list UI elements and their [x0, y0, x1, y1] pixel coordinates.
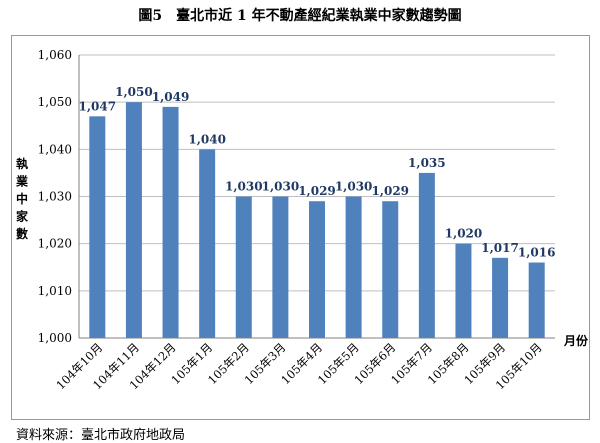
axes [78, 55, 555, 339]
data-label: 1,050 [115, 85, 153, 99]
y-axis-title-char: 業 [15, 174, 29, 189]
bar [125, 102, 142, 339]
data-label: 1,047 [79, 99, 117, 113]
y-axis-title-char: 家 [16, 209, 29, 224]
bar [309, 201, 325, 338]
bar [272, 196, 289, 338]
chart-frame [11, 35, 590, 420]
y-axis-title-char: 中 [16, 191, 28, 206]
bars [89, 102, 545, 339]
data-label: 1,029 [371, 184, 409, 198]
y-axis-title: 執業中家數 [15, 156, 29, 241]
data-label: 1,030 [225, 180, 263, 194]
y-tick-label: 1,000 [38, 331, 72, 345]
bar [418, 172, 435, 338]
bar [235, 196, 252, 338]
bar [528, 262, 545, 338]
bar [382, 201, 399, 338]
y-tick-labels: 1,000 1,010 1,020 1,030 1,040 1,050 1,060 [38, 48, 72, 345]
bar [345, 196, 362, 338]
y-tick-label: 1,060 [38, 48, 72, 62]
bar [492, 257, 509, 338]
data-label: 1,029 [298, 184, 336, 198]
chart-title: 圖5 臺北市近 1 年不動產經紀業執業中家數趨勢圖 [138, 8, 462, 24]
x-axis-title: 月份 [563, 333, 589, 348]
data-label: 1,035 [408, 156, 446, 170]
y-axis-title-char: 數 [16, 226, 28, 241]
x-tick-labels: 104年10月104年11月104年12月105年1月105年2月105年3月1… [53, 340, 544, 392]
data-label: 1,040 [188, 132, 226, 146]
y-tick-label: 1,040 [38, 142, 72, 156]
data-label: 1,016 [518, 246, 556, 260]
y-axis-title-char: 執 [16, 156, 28, 171]
data-label: 1,017 [481, 241, 519, 255]
data-label: 1,020 [445, 227, 483, 241]
y-tick-label: 1,050 [38, 95, 72, 109]
y-tick-label: 1,030 [38, 190, 72, 204]
y-tick-label: 1,010 [38, 284, 72, 298]
source-note: 資料來源：臺北市政府地政局 [16, 428, 186, 443]
bar [89, 116, 106, 338]
bar [162, 106, 179, 338]
data-label: 1,049 [152, 90, 190, 104]
data-label: 1,030 [335, 180, 373, 194]
bar [455, 243, 472, 338]
bar [199, 149, 216, 338]
data-label: 1,030 [262, 180, 300, 194]
y-tick-label: 1,020 [38, 237, 72, 251]
